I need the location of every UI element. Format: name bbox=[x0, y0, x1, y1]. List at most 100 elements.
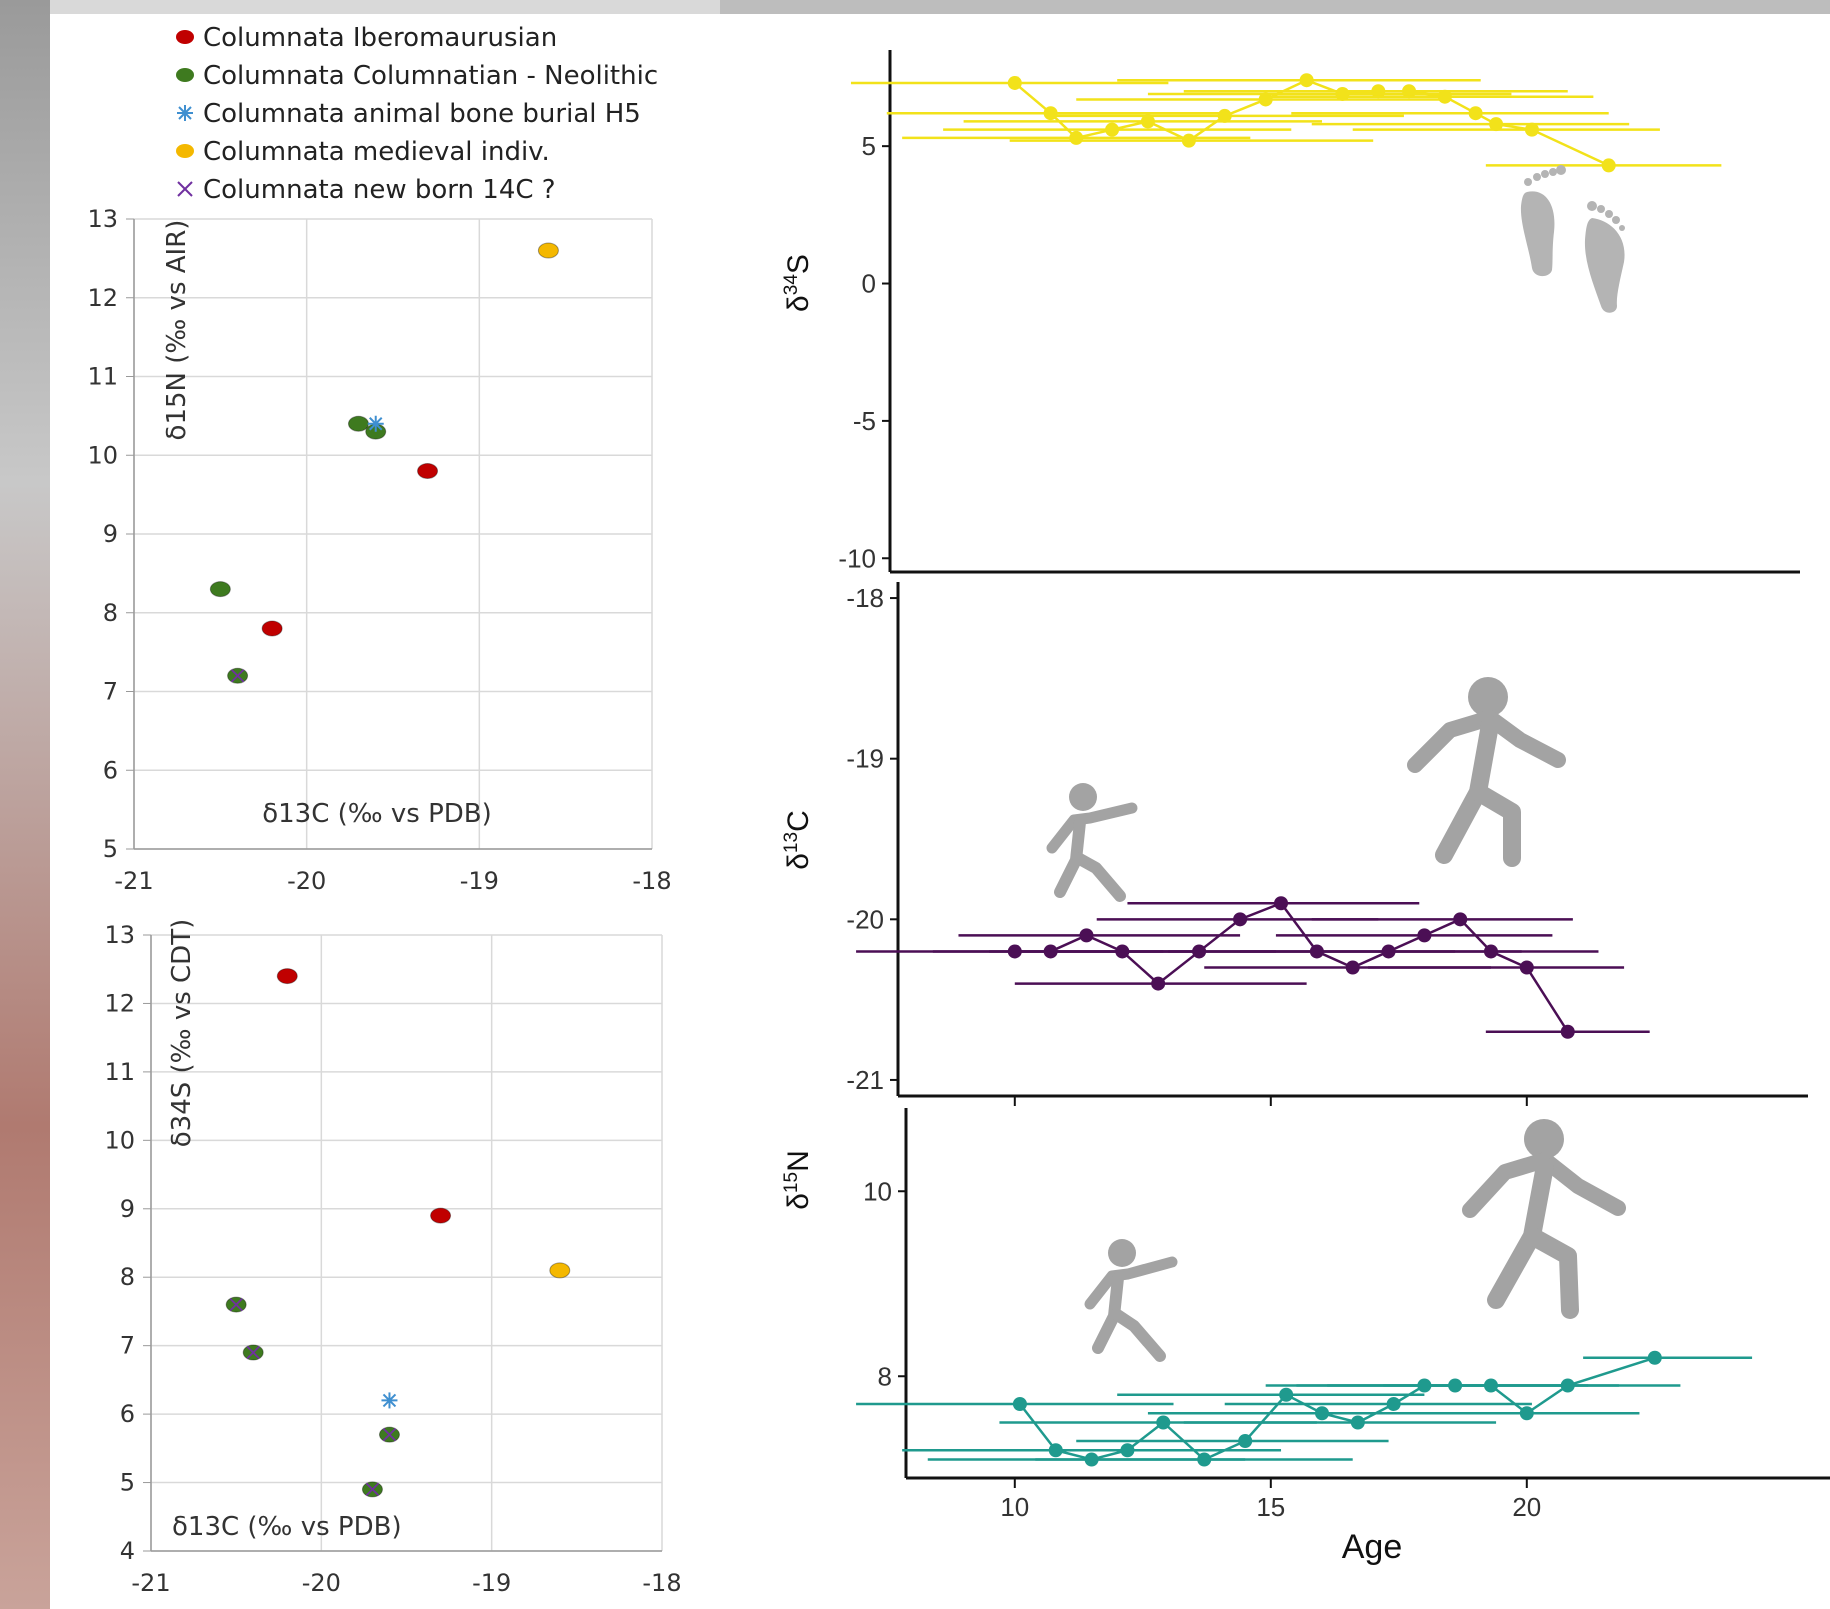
data-point-x bbox=[365, 1482, 380, 1497]
data-point bbox=[1483, 1378, 1498, 1393]
scatter2-points: Columnata Iberomaurusian Columnata Iberom… bbox=[225, 968, 571, 1498]
y-tick-label: 5 bbox=[120, 1469, 135, 1497]
scatter2-gridlines bbox=[150, 934, 663, 1552]
data-point bbox=[1258, 92, 1273, 107]
data-point bbox=[1371, 84, 1386, 99]
scatter1-y-ticks: 13 12 11 10 9 8 7 6 5 bbox=[87, 205, 134, 863]
y-tick-label: 12 bbox=[104, 989, 135, 1017]
data-point bbox=[1335, 86, 1350, 101]
carbon-y-axis-label: δ13C bbox=[781, 810, 815, 870]
nitrogen-line bbox=[1018, 1356, 1656, 1461]
series-line bbox=[1018, 1356, 1656, 1461]
data-point bbox=[1156, 1415, 1171, 1430]
data-point bbox=[1217, 108, 1232, 123]
legend-label: Columnata animal bone burial H5 bbox=[203, 99, 641, 129]
legend-marker-medieval bbox=[176, 144, 194, 158]
data-point bbox=[1386, 1397, 1401, 1411]
legend-label: Columnata new born 14C ? bbox=[203, 175, 556, 205]
data-point bbox=[1151, 976, 1166, 991]
y-tick-label: 13 bbox=[104, 921, 135, 949]
data-point bbox=[1560, 1024, 1575, 1039]
data-point bbox=[1238, 1434, 1253, 1448]
carbon-y-ticks: -18 -19 -20 -21 bbox=[846, 583, 898, 1095]
data-point bbox=[1007, 75, 1022, 90]
y-tick-label: 12 bbox=[87, 284, 118, 312]
carbon-axes bbox=[896, 582, 1808, 1106]
data-point bbox=[1519, 1406, 1534, 1421]
series-line bbox=[1014, 901, 1569, 1033]
data-point bbox=[1417, 928, 1432, 943]
data-point bbox=[1274, 896, 1289, 911]
y-tick-label: 5 bbox=[862, 131, 876, 161]
data-point bbox=[1350, 1415, 1365, 1430]
child-walking-icon bbox=[1084, 1239, 1178, 1362]
x-tick-label: -19 bbox=[460, 867, 499, 895]
scatter2-y-ticks: 13 12 11 10 9 8 7 6 5 4 bbox=[104, 921, 151, 1565]
nitrogen-age-panel: 10 8 10 15 20 δ15N Age bbox=[781, 1108, 1830, 1566]
y-tick-label: 10 bbox=[863, 1176, 892, 1206]
nitrogen-error-bars bbox=[856, 1356, 1753, 1461]
data-point bbox=[1012, 1397, 1027, 1411]
data-point bbox=[1197, 1452, 1212, 1467]
y-tick-label: -10 bbox=[838, 543, 876, 573]
legend-marker-iberomaurusian bbox=[176, 30, 194, 44]
y-tick-label: 11 bbox=[87, 363, 118, 391]
data-point-x bbox=[230, 669, 245, 683]
data-point-star bbox=[367, 415, 384, 432]
y-tick-label: -18 bbox=[846, 583, 884, 613]
nitrogen-axes bbox=[904, 1108, 1830, 1480]
x-tick-label: -21 bbox=[114, 867, 153, 895]
x-tick-label: -18 bbox=[632, 867, 671, 895]
y-tick-label: 0 bbox=[862, 269, 876, 299]
x-tick-label: -21 bbox=[131, 1569, 170, 1597]
x-tick-label: -20 bbox=[302, 1569, 341, 1597]
data-point: Columnata Iberomaurusian bbox=[276, 968, 298, 985]
y-tick-label: 6 bbox=[120, 1400, 135, 1428]
data-point bbox=[1043, 106, 1058, 121]
data-point bbox=[1601, 158, 1616, 173]
data-point bbox=[1381, 944, 1396, 959]
sulfur-age-panel: 5 0 -5 -10 δ34S bbox=[781, 50, 1800, 574]
data-point bbox=[1448, 1378, 1463, 1393]
data-point bbox=[1453, 912, 1468, 927]
data-point bbox=[1007, 944, 1022, 959]
scatter-panel bbox=[50, 14, 722, 1609]
data-point bbox=[1524, 122, 1539, 137]
age-x-ticks: 10 15 20 bbox=[1000, 1478, 1541, 1522]
data-point bbox=[1560, 1378, 1575, 1393]
carbon-line bbox=[1014, 901, 1569, 1033]
y-tick-label: 11 bbox=[104, 1058, 135, 1086]
y-tick-label: -21 bbox=[846, 1065, 884, 1095]
y-tick-label: 6 bbox=[103, 756, 118, 784]
y-tick-label: -19 bbox=[846, 744, 884, 774]
age-x-axis-label: Age bbox=[1342, 1528, 1403, 1566]
data-point: Columnata medieval indiv. bbox=[549, 1262, 571, 1279]
data-point: Columnata Iberomaurusian bbox=[430, 1207, 452, 1224]
legend-marker-animal-bone bbox=[177, 105, 193, 121]
data-point bbox=[1120, 1443, 1135, 1458]
data-point bbox=[1315, 1406, 1329, 1421]
y-tick-label: 8 bbox=[120, 1263, 135, 1291]
data-point bbox=[1048, 1443, 1063, 1458]
y-tick-label: -20 bbox=[846, 904, 884, 934]
legend-item: Columnata new born 14C ? bbox=[177, 175, 556, 205]
data-point: Columnata Iberomaurusian bbox=[261, 620, 283, 637]
sulfur-axes bbox=[888, 50, 1800, 574]
data-point bbox=[1519, 960, 1534, 975]
legend-label: Columnata Iberomaurusian bbox=[203, 23, 557, 53]
legend-item: Columnata medieval indiv. bbox=[176, 137, 550, 167]
y-tick-label: 8 bbox=[103, 599, 118, 627]
x-tick-label: 10 bbox=[1000, 1492, 1029, 1522]
scatter-plot-nitrogen-carbon: 13 12 11 10 9 8 7 6 5 -21 -20 -19 -18 δ15N (‰ vs AI… bbox=[87, 205, 671, 895]
legend: Columnata Iberomaurusian Columnata Colum… bbox=[176, 23, 658, 205]
scatter-plot-sulfur-carbon: 13 12 11 10 9 8 7 6 5 4 -21 -20 -19 -18 δ34S (‰ vs C… bbox=[104, 919, 681, 1597]
data-point: Columnata medieval indiv. bbox=[537, 242, 559, 259]
data-point-x bbox=[382, 1428, 397, 1442]
scatter1-x-ticks: -21 -20 -19 -18 bbox=[114, 867, 671, 895]
y-tick-label: 13 bbox=[87, 205, 118, 233]
legend-label: Columnata medieval indiv. bbox=[203, 137, 550, 167]
legend-marker-new-born bbox=[177, 181, 193, 197]
y-tick-label: 4 bbox=[120, 1537, 135, 1565]
data-point bbox=[1299, 73, 1314, 88]
